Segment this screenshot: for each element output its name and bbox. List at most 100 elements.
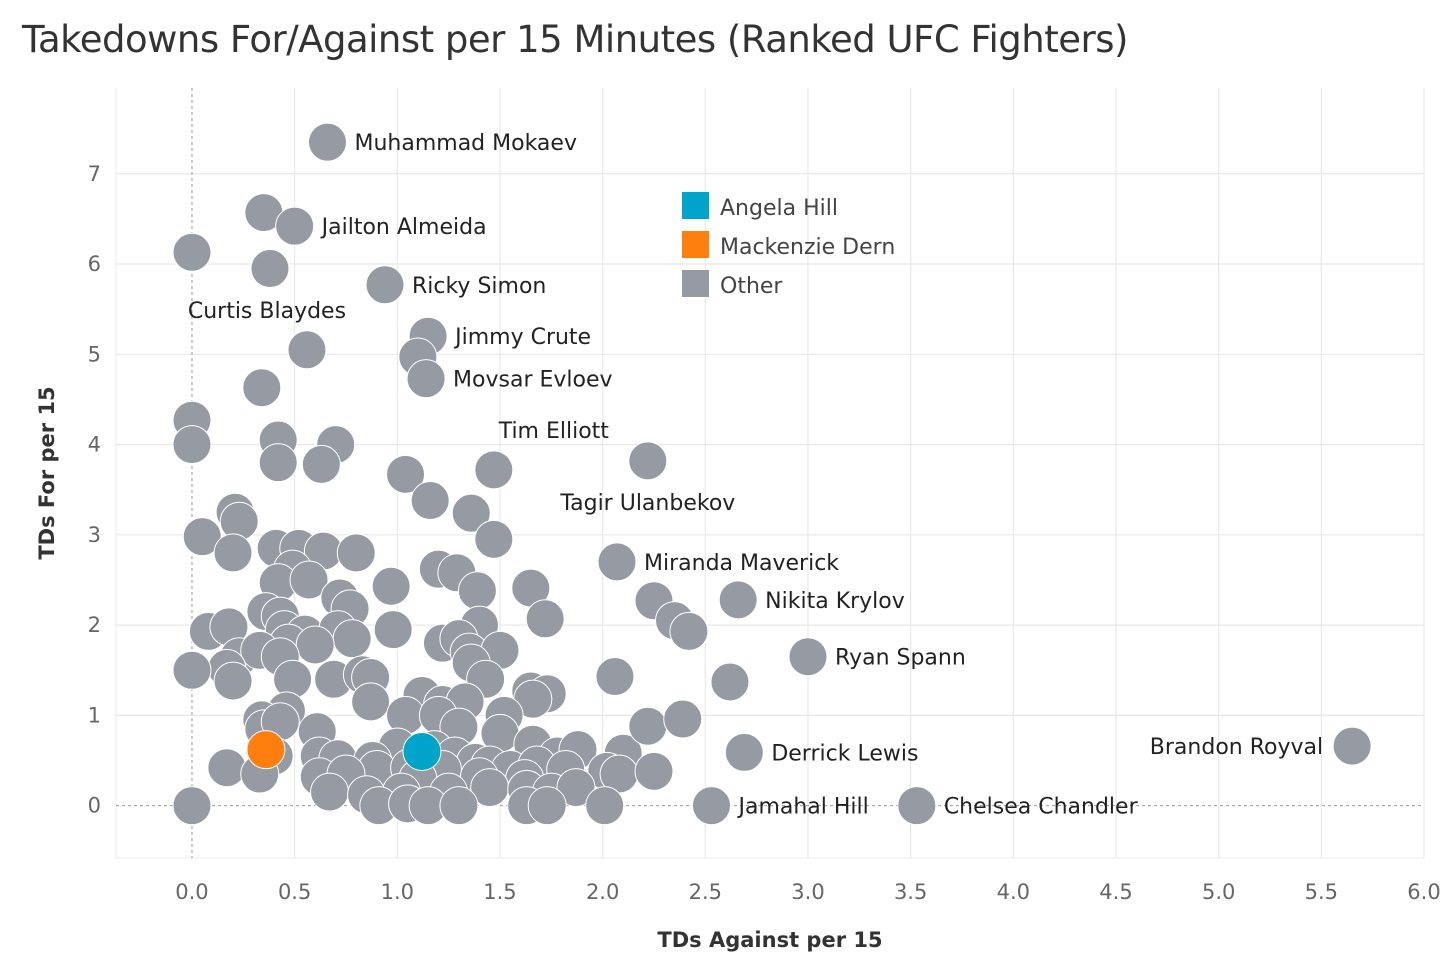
x-axis-title: TDs Against per 15 — [657, 928, 882, 952]
data-point — [718, 580, 758, 620]
x-tick-label: 3.5 — [894, 880, 927, 904]
point-label: Tim Elliott — [498, 419, 610, 444]
data-point — [386, 454, 426, 494]
y-axis-ticks: 0 1 2 3 4 5 6 7 — [88, 162, 101, 818]
legend[interactable]: Angela Hill Mackenzie Dern Other — [682, 192, 895, 299]
data-point — [258, 443, 298, 483]
y-tick-label: 7 — [88, 162, 101, 186]
data-point — [410, 481, 450, 521]
data-point — [457, 571, 497, 611]
x-tick-label: 5.0 — [1202, 880, 1235, 904]
data-point — [439, 786, 479, 826]
data-point — [336, 533, 376, 573]
data-point — [1332, 726, 1372, 766]
data-point — [406, 359, 446, 399]
y-tick-label: 5 — [88, 342, 101, 366]
y-tick-label: 2 — [88, 613, 101, 637]
point-label: Jailton Almeida — [320, 215, 487, 240]
point-label: Ryan Spann — [835, 646, 966, 671]
data-point — [289, 560, 329, 600]
data-point — [295, 625, 335, 665]
data-point — [474, 450, 514, 490]
data-point — [525, 599, 565, 639]
data-point — [287, 330, 327, 370]
data-point — [332, 619, 372, 659]
legend-label[interactable]: Mackenzie Dern — [720, 235, 895, 260]
data-point — [691, 786, 731, 826]
data-point — [628, 706, 668, 746]
point-label: Ricky Simon — [412, 274, 546, 299]
x-tick-label: 3.0 — [791, 880, 824, 904]
point-label: Brandon Royval — [1150, 735, 1323, 760]
x-tick-label: 2.5 — [689, 880, 722, 904]
data-point — [371, 566, 411, 606]
data-point — [207, 748, 247, 788]
point-label: Nikita Krylov — [765, 589, 905, 614]
data-point — [172, 425, 212, 465]
point-labels: Muhammad Mokaev Jailton Almeida Ricky Simo… — [188, 131, 1323, 819]
x-tick-label: 2.0 — [586, 880, 619, 904]
data-point — [172, 232, 212, 272]
x-tick-label: 1.5 — [483, 880, 516, 904]
data-point — [310, 772, 350, 812]
point-label: Chelsea Chandler — [944, 795, 1139, 820]
data-point — [595, 657, 635, 697]
y-tick-label: 1 — [88, 703, 101, 727]
data-point — [301, 444, 341, 484]
chart-title: Takedowns For/Against per 15 Minutes (Ra… — [22, 18, 1128, 61]
data-point — [527, 786, 567, 826]
data-point — [724, 732, 764, 772]
data-point-highlight — [246, 730, 286, 770]
y-tick-label: 0 — [88, 794, 101, 818]
point-label: Jimmy Crute — [453, 325, 591, 350]
data-point — [597, 542, 637, 582]
data-point — [365, 265, 405, 305]
data-point — [182, 517, 222, 557]
legend-swatch[interactable] — [682, 270, 709, 297]
data-points — [172, 122, 1372, 826]
data-point — [788, 637, 828, 677]
data-point — [275, 206, 315, 246]
x-tick-label: 0.0 — [175, 880, 208, 904]
x-tick-label: 0.5 — [278, 880, 311, 904]
data-point — [373, 610, 413, 650]
data-point — [250, 249, 290, 289]
data-point — [634, 751, 674, 791]
data-point — [556, 768, 596, 808]
data-point — [242, 368, 282, 408]
x-tick-label: 1.0 — [381, 880, 414, 904]
x-tick-label: 4.0 — [997, 880, 1030, 904]
data-point — [585, 786, 625, 826]
data-point — [172, 650, 212, 690]
x-axis-ticks: 0.0 0.5 1.0 1.5 2.0 2.5 3.0 3.5 4.0 4.5 5.0 5.5 6.0 — [175, 880, 1440, 904]
y-tick-label: 4 — [88, 433, 101, 457]
point-label: Tagir Ulanbekov — [559, 491, 735, 516]
y-tick-label: 3 — [88, 523, 101, 547]
data-point — [213, 661, 253, 701]
point-label: Curtis Blaydes — [188, 299, 346, 324]
y-tick-label: 6 — [88, 252, 101, 276]
data-point — [172, 786, 212, 826]
data-point — [474, 519, 514, 559]
data-point — [451, 493, 491, 533]
legend-label[interactable]: Other — [720, 274, 783, 299]
x-tick-label: 6.0 — [1407, 880, 1440, 904]
point-label: Miranda Maverick — [644, 551, 839, 576]
x-tick-label: 4.5 — [1099, 880, 1132, 904]
legend-swatch[interactable] — [682, 192, 709, 219]
data-point — [897, 786, 937, 826]
legend-swatch[interactable] — [682, 231, 709, 258]
data-point — [213, 533, 253, 573]
x-tick-label: 5.5 — [1305, 880, 1338, 904]
data-point — [307, 122, 347, 162]
point-label: Muhammad Mokaev — [354, 131, 576, 156]
point-label: Derrick Lewis — [771, 741, 918, 766]
point-label: Jamahal Hill — [736, 795, 868, 820]
data-point — [710, 662, 750, 702]
data-point — [669, 611, 709, 651]
data-point — [351, 682, 391, 722]
y-axis-title: TDs For per 15 — [35, 386, 59, 559]
legend-label[interactable]: Angela Hill — [720, 196, 838, 221]
data-point-highlight — [402, 731, 442, 771]
